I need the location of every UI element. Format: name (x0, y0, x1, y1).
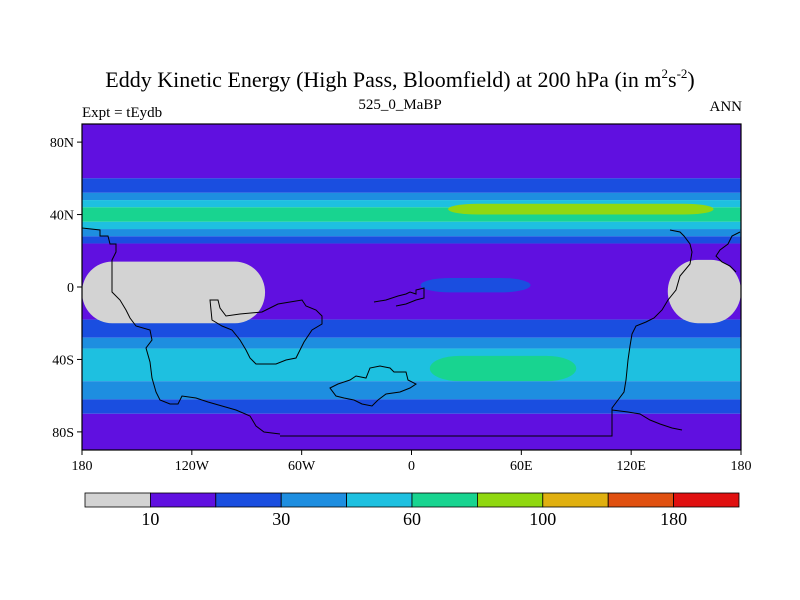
contour-patch-3 (82, 261, 266, 324)
colorbar-label: 100 (529, 509, 556, 529)
colorbar-swatch-5 (411, 492, 478, 508)
chart-title: Eddy Kinetic Energy (High Pass, Bloomfie… (105, 66, 695, 92)
contour-band-5 (82, 221, 741, 230)
coastline-antarctic-island (329, 365, 417, 407)
contour-patch-0 (448, 203, 714, 215)
x-tick-label: 120E (616, 459, 646, 474)
y-axis: 80N 40N 0 40S 80S (50, 136, 82, 441)
coastline-southeast (611, 409, 683, 431)
colorbar-label: 30 (272, 509, 290, 529)
x-tick-label: 0 (408, 459, 415, 474)
colorbar-swatch-1 (149, 492, 217, 508)
contour-patch-4 (667, 259, 741, 324)
contour-band-14 (82, 413, 741, 450)
experiment-label: Expt = tEydb (82, 105, 163, 121)
y-tick-label: 80N (50, 136, 74, 151)
colorbar-label: 10 (141, 509, 159, 529)
contour-patch-2 (420, 277, 531, 293)
contour-band-2 (82, 192, 741, 201)
y-tick-label: 0 (67, 281, 74, 296)
colorbar-swatch-9 (673, 492, 740, 508)
x-tick-label: 180 (731, 459, 752, 474)
chart-subtitle: 525_0_MaBP (358, 97, 442, 113)
contour-band-12 (82, 381, 741, 400)
colorbar-swatch-7 (542, 492, 609, 508)
x-tick-label: 60W (288, 459, 316, 474)
colorbar-label: 60 (403, 509, 421, 529)
coastline-australia (280, 229, 693, 437)
season-label: ANN (709, 99, 743, 115)
contour-band-7 (82, 236, 741, 244)
y-tick-label: 40S (52, 353, 74, 368)
coastline-americas (82, 227, 281, 435)
colorbar: 10 30 60 100 180 (84, 492, 740, 529)
continent-outlines (82, 227, 741, 437)
contour-patch-1 (429, 355, 577, 382)
contour-band-1 (82, 178, 741, 193)
colorbar-label: 180 (660, 509, 687, 529)
contour-band-13 (82, 399, 741, 414)
contour-band-10 (82, 337, 741, 349)
contour-band-6 (82, 229, 741, 237)
contour-band-3 (82, 200, 741, 208)
contour-band-0 (82, 124, 741, 179)
y-tick-label: 40N (50, 209, 74, 224)
colorbar-swatch-6 (476, 492, 544, 508)
colorbar-swatch-8 (607, 492, 675, 508)
coastline-europe-asia-south (373, 287, 425, 307)
heatmap-field (82, 124, 741, 450)
colorbar-swatch-0 (84, 492, 151, 508)
x-tick-label: 120W (175, 459, 210, 474)
coastline-east (715, 231, 741, 273)
colorbar-swatch-4 (346, 492, 413, 508)
contour-band-9 (82, 319, 741, 338)
x-tick-label: 60E (510, 459, 533, 474)
colorbar-swatch-3 (280, 492, 348, 508)
colorbar-swatch-2 (215, 492, 282, 508)
contour-band-11 (82, 348, 741, 382)
coastline-africa (209, 299, 323, 365)
x-tick-label: 180 (72, 459, 93, 474)
x-axis: 180 120W 60W 0 60E 120E 180 (72, 450, 752, 474)
y-tick-label: 80S (52, 426, 74, 441)
